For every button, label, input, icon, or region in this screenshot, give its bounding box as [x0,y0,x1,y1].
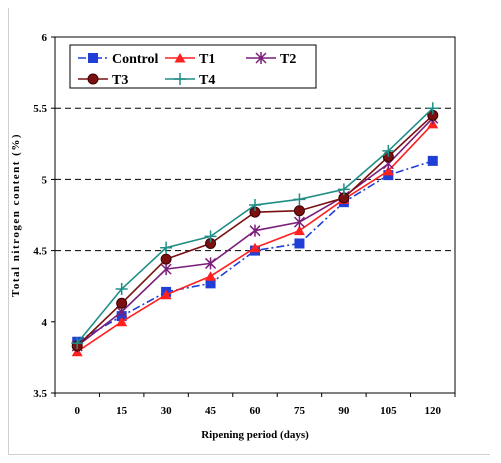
x-tick-label: 15 [116,405,128,417]
x-tick-label: 90 [338,405,350,417]
series-t1 [71,118,439,357]
data-point [160,241,173,254]
y-tick-label: 3.5 [33,388,47,400]
legend-label: T1 [199,52,215,67]
x-tick-label: 75 [294,405,306,417]
series-t4 [71,102,439,350]
y-tick-label: 5 [42,174,48,186]
data-point [205,257,217,270]
legend-marker [255,52,267,64]
data-point [115,283,128,296]
legend-entry-t4: T4 [165,73,215,88]
data-point [337,183,350,196]
data-point [160,253,172,265]
y-axis-ticks: 3.5 4 4.5 5 5.5 6 [33,32,55,400]
legend-label: T4 [199,73,215,88]
series-t2 [71,112,439,353]
x-axis-title: Ripening period (days) [201,429,309,441]
legend-marker [174,53,186,63]
data-point [382,144,395,157]
data-point [71,337,84,350]
data-point [427,155,438,166]
data-point [249,242,261,253]
data-point [160,289,172,300]
legend-marker [87,73,99,85]
y-tick-label: 4 [42,317,48,329]
legend-label: T2 [280,52,296,67]
data-point [293,205,305,217]
y-tick-label: 5.5 [33,103,47,115]
x-tick-label: 45 [205,405,217,417]
plot-area [54,36,456,394]
x-tick-label: 0 [74,405,80,417]
data-point [294,238,305,249]
x-tick-label: 30 [161,405,173,417]
legend-marker [174,73,186,85]
legend-entry-t1: T1 [165,52,215,67]
data-point [116,297,128,309]
data-point [249,224,261,237]
data-point [204,230,217,243]
legend-entry-control: Control [78,52,159,67]
y-tick-label: 6 [42,32,48,44]
data-point [205,271,217,281]
series-line [76,160,434,343]
data-point [293,193,306,206]
legend-box [69,44,317,89]
legend-marker [88,53,98,63]
data-point [249,199,261,212]
data-point [160,263,172,276]
x-tick-label: 60 [250,405,262,417]
legend-label: T3 [112,73,128,88]
legend-entry-t3: T3 [78,73,128,88]
data-point [293,225,305,236]
data-point [116,316,128,327]
x-tick-label: 105 [380,405,397,417]
data-point [426,102,439,115]
legend-entry-t2: T2 [246,52,296,67]
y-axis-title: Total nitrogen content (%) [10,133,22,297]
chart-frame [8,8,490,455]
x-tick-label: 120 [425,405,442,417]
y-tick-label: 4.5 [33,246,47,258]
data-point [382,165,394,176]
data-point [293,216,305,229]
x-axis-ticks: 0 15 30 45 60 75 90 105 120 [54,393,456,417]
data-point [205,278,216,289]
legend: Control T1 T2 T3 T4 [69,44,317,89]
series-group [71,102,439,357]
legend-label: Control [112,52,159,67]
